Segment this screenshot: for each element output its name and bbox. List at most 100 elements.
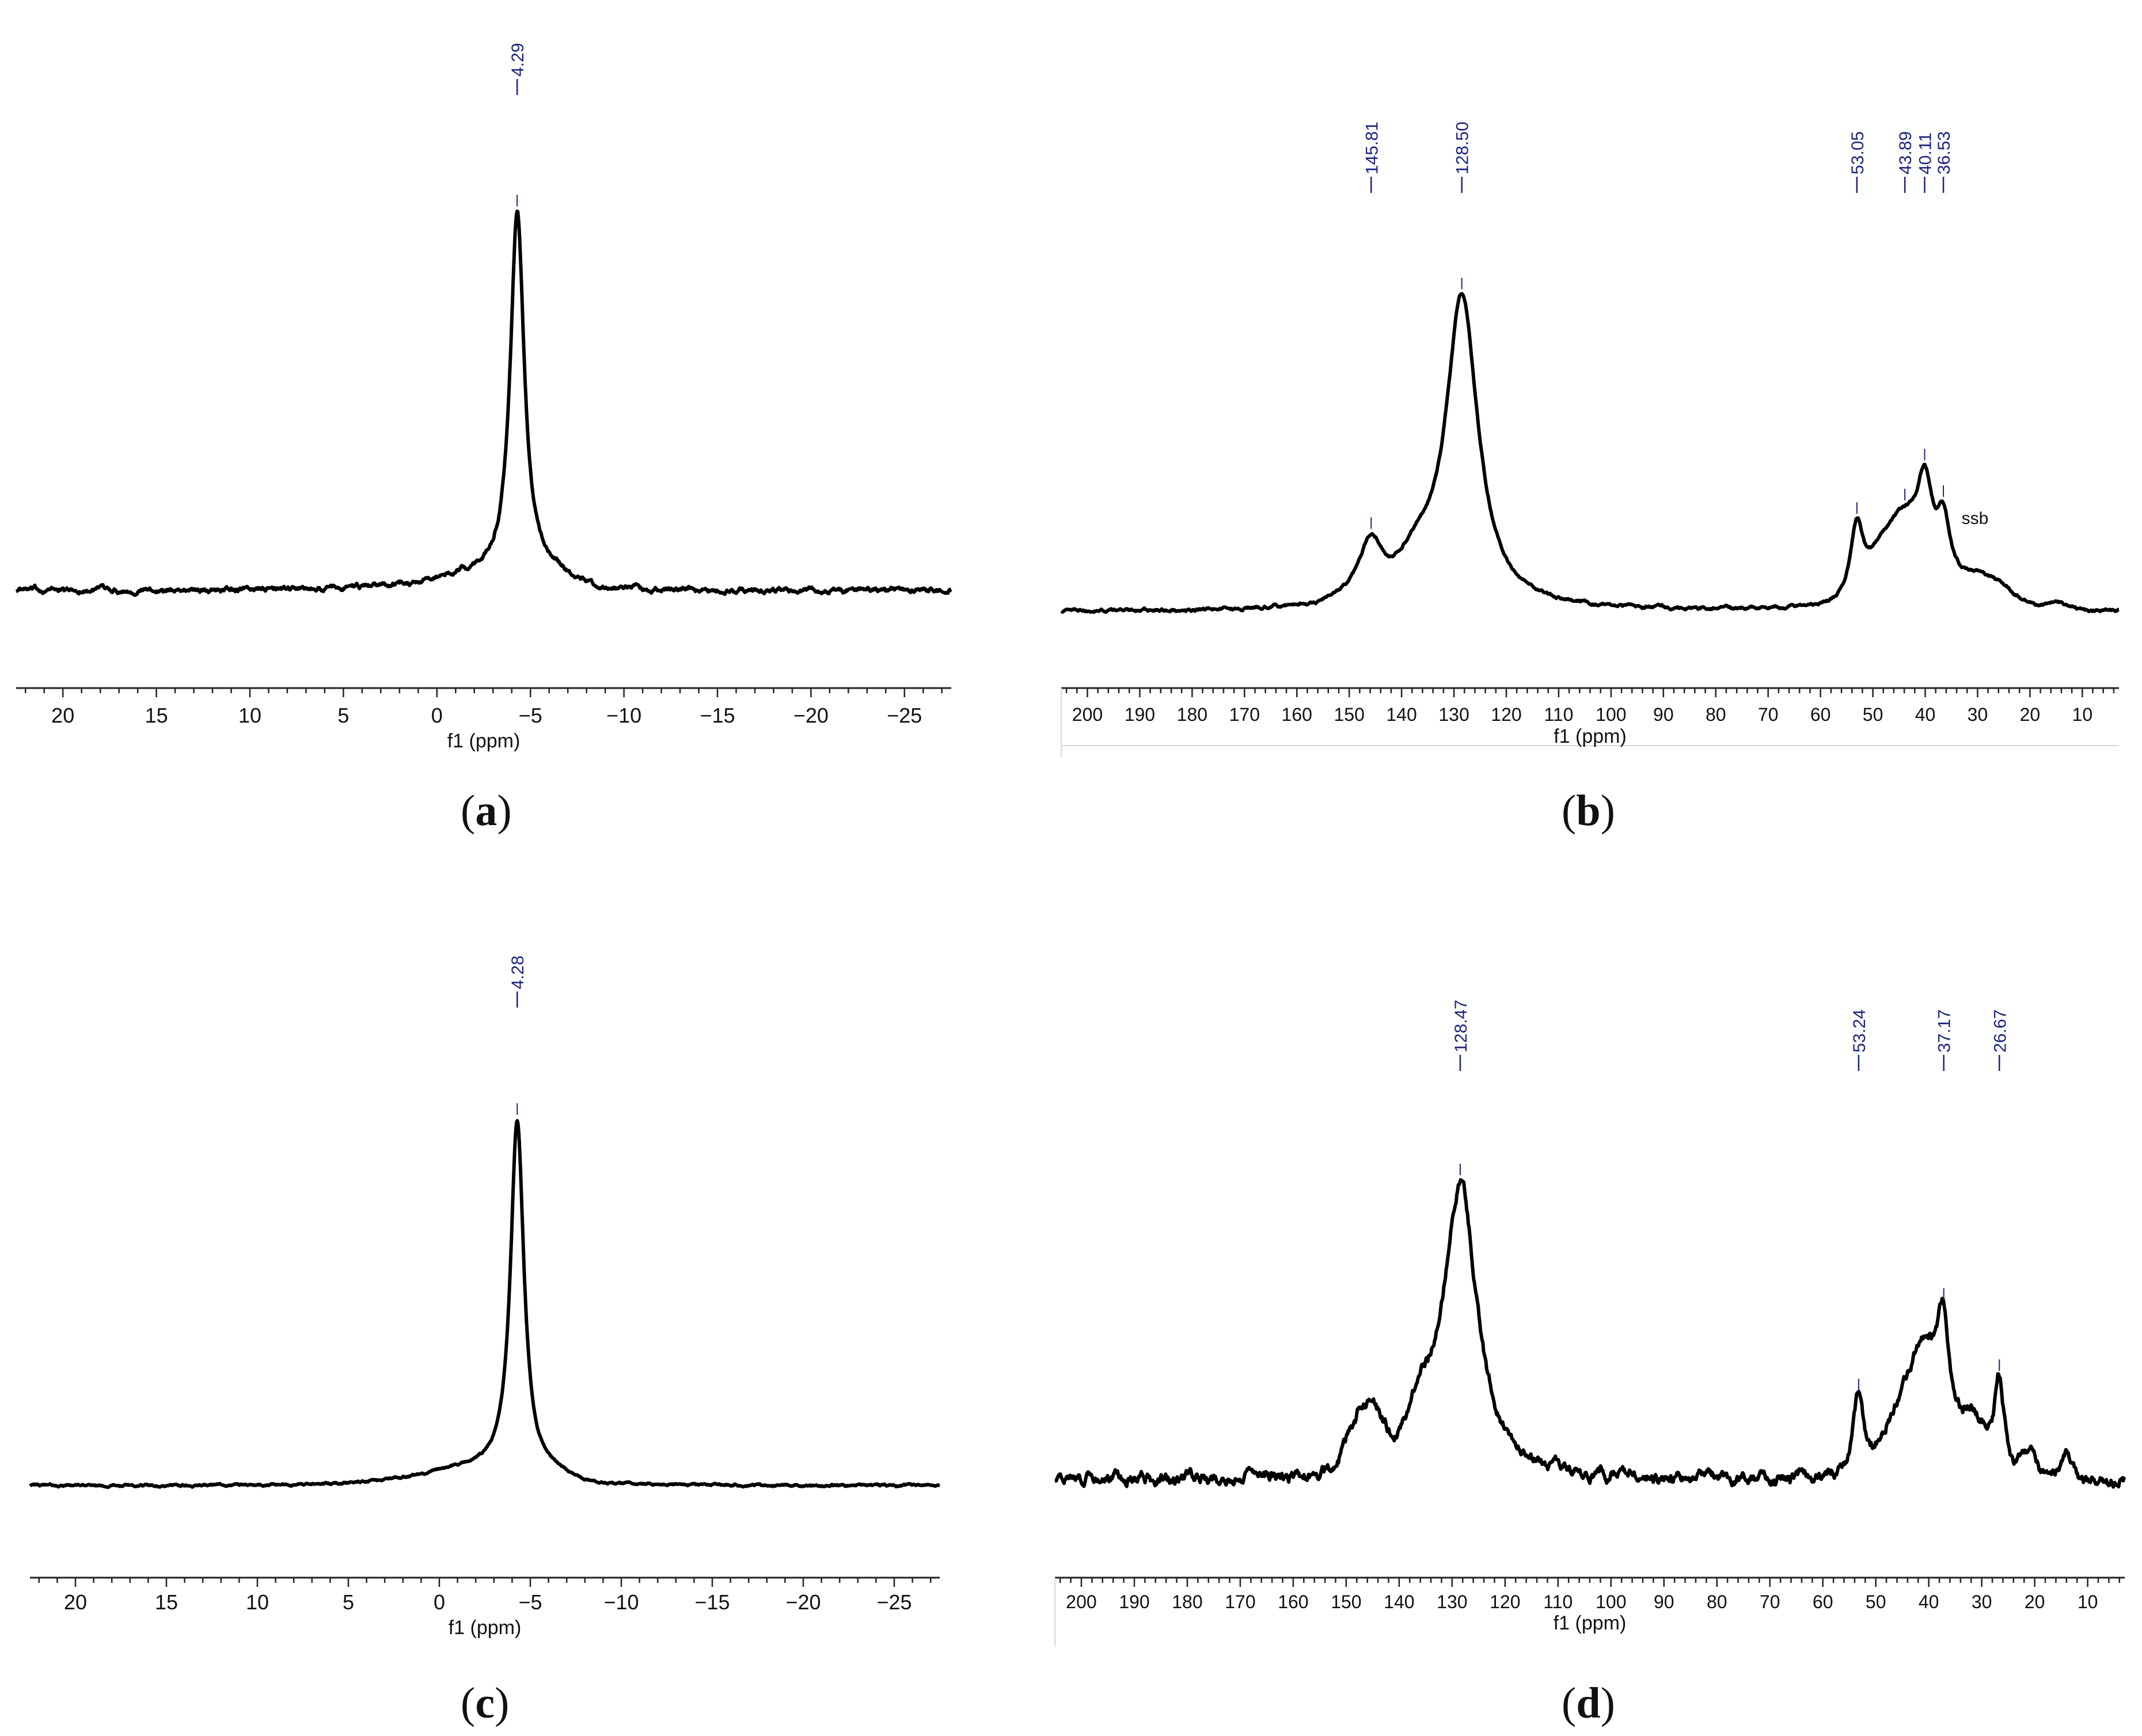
tick-label-b: 190 [1125, 704, 1155, 725]
annotation-ssb: ssb [1962, 509, 1989, 528]
spectrum-line-a [15, 209, 952, 597]
tick-label-c: 10 [246, 1590, 269, 1614]
tick-label-d: 90 [1654, 1591, 1674, 1612]
tick-label-d: 110 [1543, 1591, 1573, 1612]
peak-label-text: 40.11 [1916, 132, 1935, 174]
tick-label-d: 20 [2025, 1591, 2045, 1612]
peak-label-text: 53.24 [1850, 1009, 1869, 1053]
tick-label-b: 30 [1968, 704, 1988, 725]
tick-label-d: 140 [1384, 1591, 1414, 1612]
panel-label-c: (c) [461, 1679, 510, 1727]
spectrum-line-d [1054, 1177, 2126, 1489]
tick-label-a: −15 [700, 704, 735, 727]
tick-label-b: 120 [1491, 704, 1521, 725]
panel-label-b: (b) [1562, 787, 1615, 835]
tick-label-a: 20 [51, 704, 74, 727]
tick-label-d: 50 [1866, 1591, 1886, 1612]
tick-label-d: 40 [1919, 1591, 1939, 1612]
tick-label-a: −25 [887, 704, 922, 727]
tick-label-d: 100 [1596, 1591, 1626, 1612]
peak-label-text: 26.67 [1991, 1009, 2010, 1053]
tick-label-a: 15 [145, 704, 168, 727]
x-axis-label-a: f1 (ppm) [447, 730, 521, 752]
peak-label-text: 145.81 [1362, 121, 1381, 174]
tick-label-b: 140 [1386, 704, 1416, 725]
panel-c: 20 15 10 5 0 −5 −10 −15 −20 −25 f1 (ppm) 4.28 [29, 956, 941, 1639]
tick-label-d: 190 [1119, 1591, 1149, 1612]
tick-label-c: −5 [518, 1590, 542, 1614]
tick-label-b: 80 [1706, 704, 1726, 725]
tick-label-c: −20 [785, 1590, 821, 1614]
tick-label-d: 80 [1707, 1591, 1727, 1612]
tick-label-d: 180 [1172, 1591, 1202, 1612]
peak-label-b: 40.11 [1916, 132, 1935, 193]
tick-label-b: 160 [1282, 704, 1312, 725]
tick-label-d: 70 [1760, 1591, 1780, 1612]
panel-b: 200 190 180 170 160 150 140 130 120 110 100 90 80 70 6… [1060, 121, 2120, 757]
tick-label-a: 0 [431, 704, 443, 727]
spectrum-line-c [29, 1119, 941, 1490]
x-axis-label-d: f1 (ppm) [1554, 1612, 1627, 1634]
peak-label-text: 36.53 [1935, 131, 1954, 174]
tick-label-b: 90 [1653, 704, 1674, 725]
peak-label-d: 37.17 [1935, 1009, 1954, 1071]
peak-label-text: 128.47 [1452, 1000, 1471, 1053]
tick-label-b: 60 [1810, 704, 1831, 725]
x-axis-label-b: f1 (ppm) [1554, 725, 1627, 747]
tick-label-c: 0 [434, 1590, 445, 1614]
tick-label-d: 30 [1972, 1591, 1992, 1612]
peak-label-text: 53.05 [1848, 131, 1867, 174]
peak-label-d: 26.67 [1991, 1009, 2010, 1071]
tick-label-b: 20 [2020, 704, 2041, 725]
tick-label-d: 10 [2078, 1591, 2098, 1612]
panel-label-a: (a) [461, 787, 512, 835]
tick-label-a: −10 [606, 704, 641, 727]
spectrum-line-b [1060, 292, 2120, 614]
peak-label-b: 43.89 [1896, 131, 1915, 193]
tick-label-b: 200 [1072, 704, 1103, 725]
tick-label-a: −5 [519, 704, 542, 727]
peak-label-text: 43.89 [1896, 131, 1915, 174]
panel-label-d: (d) [1562, 1679, 1615, 1727]
tick-label-d: 60 [1813, 1591, 1833, 1612]
tick-label-c: −10 [603, 1590, 639, 1614]
panel-d: 200 190 180 170 160 150 140 130 120 110 100 90 80 70 6… [1054, 1000, 2126, 1647]
peak-label-b: 53.05 [1848, 131, 1867, 193]
peak-label-b: 36.53 [1935, 131, 1954, 193]
tick-label-b: 110 [1544, 704, 1573, 725]
tick-label-a: −20 [793, 704, 829, 727]
tick-label-b: 100 [1596, 704, 1626, 725]
peak-label-text: 128.50 [1453, 121, 1472, 174]
tick-label-d: 150 [1331, 1591, 1361, 1612]
tick-label-b: 130 [1438, 704, 1469, 725]
tick-label-a: 10 [238, 704, 261, 727]
tick-label-c: −25 [876, 1590, 912, 1614]
peak-label-text: 4.28 [508, 956, 527, 989]
panel-a: 20 15 10 5 0 −5 −10 −15 −20 −25 f1 (ppm) 4.29 [15, 43, 952, 752]
tick-label-a: 5 [337, 704, 349, 727]
tick-label-b: 150 [1334, 704, 1364, 725]
tick-label-d: 160 [1278, 1591, 1308, 1612]
peak-label-b: 128.50 [1453, 121, 1472, 193]
tick-label-b: 10 [2072, 704, 2093, 725]
peak-label-d: 128.47 [1452, 1000, 1471, 1071]
tick-label-b: 50 [1863, 704, 1883, 725]
tick-label-b: 70 [1758, 704, 1779, 725]
tick-label-c: 5 [343, 1590, 354, 1614]
tick-label-d: 130 [1437, 1591, 1467, 1612]
tick-label-c: 20 [64, 1590, 87, 1614]
peak-label-c: 4.28 [508, 956, 527, 1008]
tick-label-d: 170 [1225, 1591, 1255, 1612]
peak-label-a: 4.29 [508, 43, 527, 95]
tick-label-b: 180 [1177, 704, 1207, 725]
peak-label-text: 37.17 [1935, 1009, 1954, 1053]
x-axis-label-c: f1 (ppm) [449, 1617, 522, 1639]
tick-label-d: 120 [1490, 1591, 1520, 1612]
peak-label-text: 4.29 [508, 43, 527, 77]
peak-label-d: 53.24 [1850, 1009, 1869, 1071]
tick-label-c: 15 [155, 1590, 178, 1614]
tick-label-b: 40 [1915, 704, 1936, 725]
